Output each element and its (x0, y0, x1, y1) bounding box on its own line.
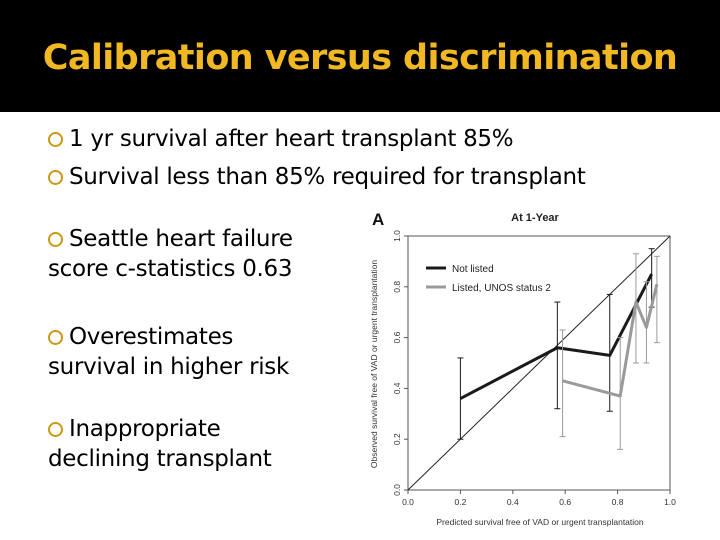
bullet-3: Seattle heart failure score c-statistics… (48, 224, 348, 284)
bullet-3-line-1: Seattle heart failure (69, 226, 293, 252)
series-line-2 (562, 283, 659, 398)
chart-xlabel: Predicted survival free of VAD or urgent… (436, 517, 644, 527)
y-tick-label: 0.0 (392, 484, 402, 496)
bullet-2: Survival less than 85% required for tran… (48, 162, 688, 192)
bullet-marker-icon (48, 170, 63, 185)
bullet-marker-icon (48, 330, 63, 345)
x-tick-label: 1.0 (664, 497, 676, 507)
title-bar: Calibration versus discrimination (0, 0, 720, 112)
bullet-3-line-2: score c-statistics 0.63 (48, 256, 293, 282)
series-line-1 (459, 273, 653, 400)
bullet-marker-icon (48, 232, 63, 247)
plot-frame (407, 235, 671, 491)
y-tick-label: 0.2 (392, 433, 402, 445)
bullet-marker-icon (48, 132, 63, 147)
bullet-5: Inappropriate declining transplant (48, 414, 348, 474)
legend-label: Listed, UNOS status 2 (452, 283, 551, 294)
bullet-4-line-1: Overestimates (69, 324, 234, 350)
chart-title: At 1-Year (511, 212, 559, 224)
bullet-1: 1 yr survival after heart transplant 85% (48, 124, 688, 154)
x-tick-label: 0.8 (612, 497, 624, 507)
x-tick-label: 0.6 (559, 497, 571, 507)
bullet-5-line-1: Inappropriate (69, 416, 221, 442)
y-tick-label: 0.6 (392, 331, 402, 343)
x-tick-label: 0.2 (454, 497, 466, 507)
y-tick-label: 0.4 (392, 382, 402, 394)
chart-ylabel: Observed survival free of VAD or urgent … (369, 260, 379, 468)
bullet-2-text: Survival less than 85% required for tran… (69, 164, 586, 190)
bullet-marker-icon (48, 422, 63, 437)
bullet-4-line-2: survival in higher risk (48, 354, 290, 380)
bullet-5-line-2: declining transplant (48, 446, 272, 472)
chart-panel-label: A (372, 210, 384, 229)
reference-diagonal-line (407, 235, 671, 491)
calibration-chart: A At 1-Year Observed survival free of VA… (369, 210, 676, 527)
y-tick-label: 0.8 (392, 281, 402, 293)
legend-label: Not listed (452, 264, 494, 275)
bullet-1-text: 1 yr survival after heart transplant 85% (69, 126, 514, 152)
y-tick-label: 1.0 (392, 230, 402, 242)
x-tick-label: 0.4 (507, 497, 519, 507)
bullet-4: Overestimates survival in higher risk (48, 322, 348, 382)
slide-title: Calibration versus discrimination (42, 38, 678, 78)
x-tick-label: 0.0 (402, 497, 414, 507)
